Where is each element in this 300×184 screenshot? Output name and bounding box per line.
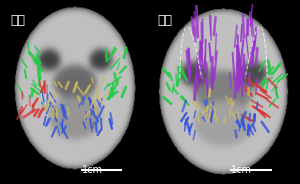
Text: 1cm: 1cm bbox=[82, 165, 103, 175]
Text: サル: サル bbox=[10, 14, 25, 27]
Text: 1cm: 1cm bbox=[231, 165, 252, 175]
Text: ヒト: ヒト bbox=[157, 14, 172, 27]
